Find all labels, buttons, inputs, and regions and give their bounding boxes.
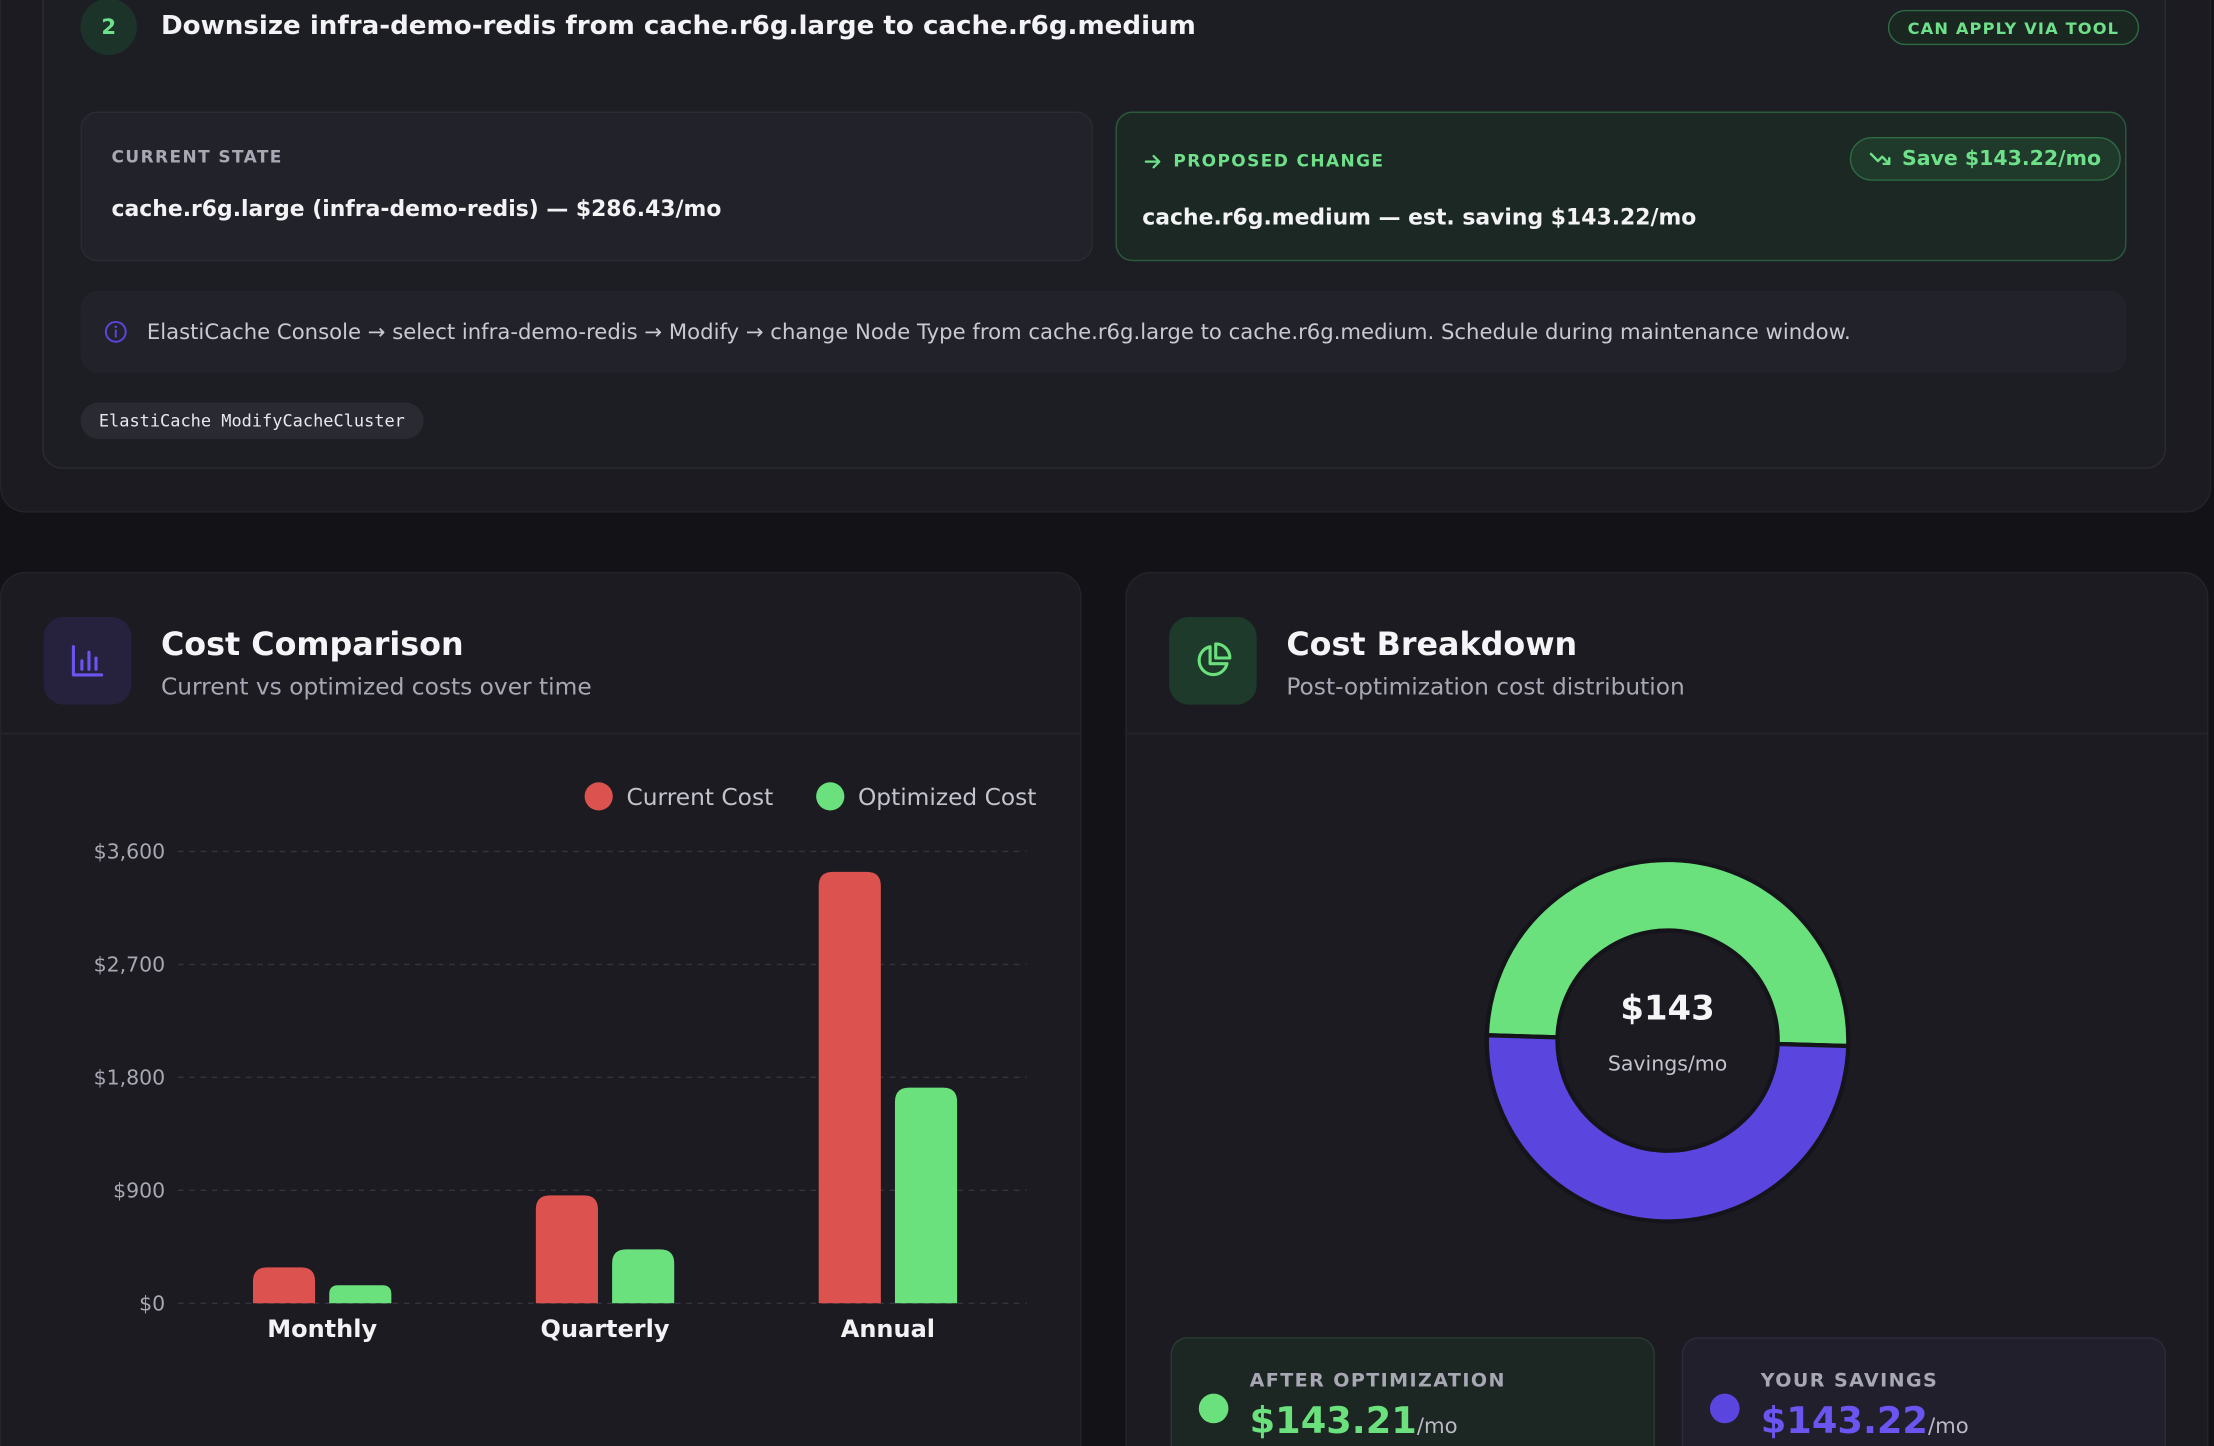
chart-legend: Current Cost Optimized Cost (584, 782, 1037, 811)
cost-comparison-subtitle: Current vs optimized costs over time (160, 673, 592, 701)
cost-comparison-chart: $0 $900 $1,800 $2,700 $3,600 Monthly Quarterly… (94, 839, 1027, 1343)
cost-comparison-panel: Cost Comparison Current vs optimized cos… (0, 571, 1082, 1446)
your-savings-value-row: $143.22/mo (1761, 1401, 1969, 1443)
bar-chart-icon (43, 617, 132, 705)
after-optimization-value-row: $143.21/mo (1250, 1401, 1458, 1443)
donut-slice-after-optimization[interactable] (1484, 857, 1851, 1049)
after-optimization-unit: /mo (1416, 1413, 1458, 1439)
donut-center-value: $143 (1620, 988, 1715, 1028)
your-savings-card: YOUR SAVINGS $143.22/mo (1681, 1337, 2167, 1446)
bar-current-cost[interactable] (818, 871, 881, 1304)
bar-optimized-cost[interactable] (329, 1285, 392, 1304)
your-savings-dot (1709, 1393, 1740, 1424)
bar-current-cost[interactable] (252, 1267, 316, 1304)
proposed-change-value: cache.r6g.medium — est. saving $143.22/m… (1142, 204, 1697, 231)
after-optimization-dot (1198, 1393, 1229, 1424)
current-state-label: CURRENT STATE (111, 146, 283, 167)
instructions-text: ElastiCache Console → select infra-demo-… (146, 319, 1851, 345)
donut-slice-savings[interactable] (1484, 1033, 1851, 1224)
recommendation-title: Downsize infra-demo-redis from cache.r6g… (160, 11, 1196, 41)
recommendation-number: 2 (80, 0, 137, 56)
current-state-value: cache.r6g.large (infra-demo-redis) — $28… (111, 196, 722, 222)
info-icon (104, 320, 127, 343)
legend-optimized-cost[interactable]: Optimized Cost (815, 782, 1037, 811)
current-state-box: CURRENT STATE cache.r6g.large (infra-dem… (80, 111, 1093, 262)
y-tick-label: $900 (113, 1178, 165, 1202)
panel-divider (1126, 732, 2207, 735)
bar-optimized-cost[interactable] (894, 1087, 958, 1304)
proposed-change-label: PROPOSED CHANGE (1173, 151, 1385, 171)
your-savings-unit: /mo (1927, 1413, 1969, 1439)
cost-breakdown-subtitle: Post-optimization cost distribution (1286, 673, 1685, 701)
legend-dot-current (584, 782, 613, 811)
panel-divider (1, 732, 1081, 735)
legend-current-cost[interactable]: Current Cost (584, 782, 774, 811)
y-tick-label: $2,700 (94, 952, 166, 976)
cost-breakdown-donut: $143 Savings/mo (1483, 856, 1853, 1226)
after-optimization-card: AFTER OPTIMIZATION $143.21/mo (1170, 1337, 1655, 1446)
cost-breakdown-panel: Cost Breakdown Post-optimization cost di… (1125, 571, 2209, 1446)
trending-down-icon (1869, 152, 1891, 165)
proposed-change-box: PROPOSED CHANGE cache.r6g.medium — est. … (1115, 111, 2127, 262)
bar-current-cost[interactable] (535, 1195, 598, 1304)
after-optimization-label: AFTER OPTIMIZATION (1249, 1369, 1506, 1393)
your-savings-label: YOUR SAVINGS (1760, 1369, 1939, 1393)
can-apply-badge: CAN APPLY VIA TOOL (1887, 9, 2139, 46)
arrow-right-icon (1144, 154, 1161, 168)
legend-optimized-label: Optimized Cost (857, 782, 1037, 810)
legend-current-label: Current Cost (626, 782, 774, 810)
after-optimization-value: $143.21 (1249, 1400, 1417, 1444)
api-action-tag: ElastiCache ModifyCacheCluster (80, 402, 424, 440)
pie-chart-icon (1169, 617, 1257, 705)
x-tick-label: Annual (841, 1315, 935, 1343)
y-tick-label: $1,800 (94, 1065, 166, 1089)
cost-breakdown-title: Cost Breakdown (1286, 626, 1578, 664)
x-tick-label: Quarterly (541, 1315, 670, 1343)
your-savings-value: $143.22 (1760, 1400, 1928, 1444)
proposed-change-header: PROPOSED CHANGE (1144, 151, 1385, 171)
donut-center-label: Savings/mo (1607, 1053, 1728, 1076)
legend-dot-optimized (815, 782, 844, 811)
cost-comparison-title: Cost Comparison (160, 626, 464, 664)
save-badge-label: Save $143.22/mo (1901, 147, 2102, 171)
y-tick-label: $3,600 (94, 839, 166, 863)
y-tick-label: $0 (139, 1291, 165, 1315)
bar-optimized-cost[interactable] (612, 1249, 675, 1304)
x-tick-label: Monthly (267, 1315, 377, 1343)
instructions-box: ElastiCache Console → select infra-demo-… (80, 290, 2127, 373)
save-badge: Save $143.22/mo (1849, 136, 2121, 181)
